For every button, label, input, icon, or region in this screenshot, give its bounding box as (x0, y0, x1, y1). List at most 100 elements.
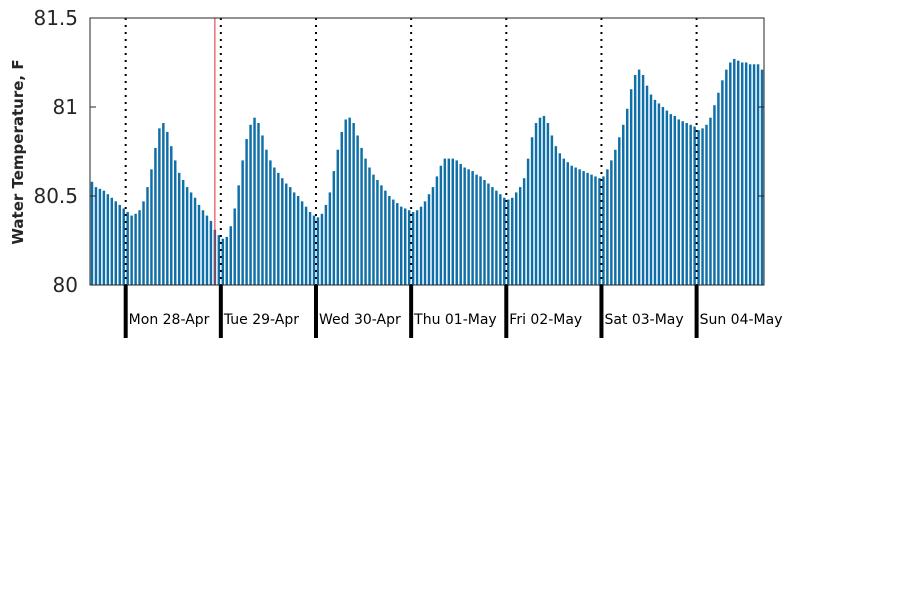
bar (526, 158, 530, 285)
day-divider-lines (124, 18, 698, 285)
y-tick-label: 81.5 (33, 6, 78, 30)
bar (269, 160, 272, 285)
bar (221, 238, 225, 285)
bar (614, 149, 617, 285)
bar (435, 176, 439, 285)
bar (106, 194, 110, 285)
bar (518, 187, 522, 285)
bar (320, 213, 324, 285)
bar (455, 160, 458, 285)
y-axis-label: Water Temperature, F (9, 59, 27, 244)
bar (90, 181, 94, 285)
bar (629, 89, 633, 285)
bar (403, 208, 407, 285)
bar (574, 167, 577, 285)
bar (447, 158, 451, 285)
bar (717, 92, 720, 285)
bar (336, 149, 340, 285)
bar (277, 172, 280, 285)
bar (514, 192, 518, 285)
bar (491, 187, 494, 285)
bar (439, 165, 443, 285)
bar (170, 146, 173, 285)
bar (300, 201, 304, 285)
bar (471, 171, 474, 285)
bar (729, 62, 732, 285)
day-label: Mon 28-Apr (129, 312, 210, 328)
bar (217, 235, 221, 285)
bar (558, 153, 562, 285)
bar (713, 105, 716, 285)
bar (657, 103, 661, 285)
bar (138, 210, 141, 285)
bar (356, 135, 359, 285)
day-label: Fri 02-May (509, 312, 582, 328)
bar (396, 203, 399, 285)
bar (546, 123, 550, 286)
bar (752, 64, 756, 285)
bar (118, 204, 121, 285)
bar (427, 194, 431, 285)
bar (661, 107, 665, 285)
day-label: Sun 04-May (700, 312, 783, 328)
bar (380, 185, 383, 285)
bar (158, 128, 161, 285)
bar (701, 128, 704, 285)
bar (348, 117, 351, 286)
bar (653, 99, 657, 285)
bar (610, 160, 613, 285)
bar (261, 135, 264, 285)
day-label: Tue 29-Apr (223, 312, 299, 328)
bar (110, 197, 114, 285)
bar (503, 197, 506, 285)
bar (542, 115, 546, 286)
bar (352, 123, 355, 286)
bar (364, 158, 367, 285)
day-label: Thu 01-May (413, 312, 497, 328)
bar (415, 210, 419, 285)
bar (721, 80, 724, 285)
bar (146, 187, 149, 285)
bar (582, 171, 585, 285)
bar (598, 178, 601, 285)
bar (177, 172, 181, 285)
bar (677, 119, 680, 286)
bar (296, 196, 300, 285)
bar (185, 187, 189, 285)
bar (633, 74, 637, 286)
bar (285, 183, 288, 285)
bar (511, 197, 514, 285)
bar (407, 210, 411, 285)
bar (554, 146, 558, 285)
bar (308, 212, 312, 285)
bar (130, 215, 133, 285)
bar (142, 201, 145, 285)
bar (292, 192, 296, 285)
bar (328, 192, 332, 285)
bar (673, 115, 677, 286)
bar (209, 220, 213, 285)
bar (693, 126, 696, 285)
bar (740, 62, 744, 285)
bar (566, 162, 569, 285)
bar (265, 149, 268, 285)
y-tick-label: 80.5 (33, 184, 78, 208)
bar (273, 167, 276, 285)
bar (174, 160, 177, 285)
bar (201, 210, 205, 285)
bar (225, 236, 229, 285)
bar (475, 174, 478, 285)
bar (590, 174, 593, 285)
bar (681, 121, 684, 286)
bar (495, 190, 498, 285)
bar (360, 147, 363, 285)
bar (181, 179, 185, 285)
bar (467, 169, 470, 285)
bar (697, 130, 700, 285)
bar (733, 58, 736, 285)
bar (162, 123, 165, 286)
bar (709, 117, 712, 286)
bar (312, 215, 316, 285)
bar (423, 201, 427, 285)
